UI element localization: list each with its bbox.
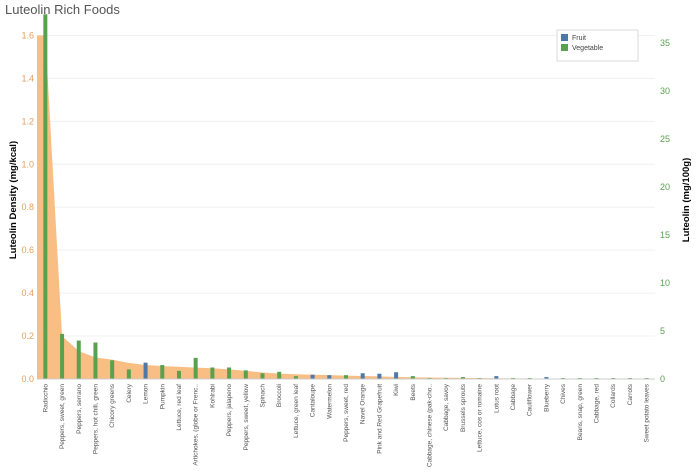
- x-tick-label: Watermelon: [326, 384, 333, 419]
- x-tick-label: Navel Orange: [360, 384, 367, 424]
- legend-box: [556, 29, 639, 62]
- left-tick-label: 0.2: [21, 331, 34, 341]
- x-tick-label: Sweet potato leaves: [644, 383, 651, 442]
- bar-8[interactable]: [176, 370, 181, 379]
- legend-label-fruit: Fruit: [572, 35, 586, 42]
- x-tick-label: Cabbage, savoy: [443, 383, 450, 431]
- x-tick-label: Lemon: [143, 384, 150, 404]
- x-tick-label: Cabbage, red: [594, 384, 601, 424]
- left-tick-label: 1.6: [21, 30, 34, 40]
- bar-5[interactable]: [126, 369, 131, 379]
- right-tick-label: 5: [660, 326, 665, 336]
- legend-label-vegetable: Vegetable: [572, 45, 603, 52]
- left-tick-label: 0.4: [21, 288, 34, 298]
- legend-swatch-fruit: [561, 34, 568, 41]
- bar-0[interactable]: [43, 14, 48, 379]
- x-tick-label: Lettuce, green leaf: [293, 384, 300, 438]
- bar-27[interactable]: [494, 376, 499, 379]
- bars: [43, 14, 649, 380]
- x-tick-label: Cabbage: [510, 384, 517, 411]
- left-tick-label: 1.2: [21, 116, 34, 126]
- right-axis-label: Luteolin (mg/100g): [681, 158, 692, 242]
- x-tick-label: Radicchio: [42, 384, 49, 413]
- x-tick-label: Chives: [560, 383, 567, 404]
- x-tick-label: Cantaloupe: [310, 384, 317, 418]
- x-tick-label: Lettuce, red leaf: [176, 384, 183, 431]
- bar-22[interactable]: [410, 376, 415, 379]
- x-tick-label: Brussels sprouts: [460, 383, 467, 432]
- bar-13[interactable]: [260, 373, 265, 379]
- bar-1[interactable]: [60, 333, 65, 379]
- x-tick-label: Pink and Red Grapefruit: [376, 384, 383, 454]
- bar-21[interactable]: [394, 372, 399, 379]
- x-tick-label: Kiwi: [393, 384, 400, 396]
- x-tick-label: Celery: [126, 383, 133, 403]
- left-tick-label: 1.0: [21, 159, 34, 169]
- x-tick-label: Peppers, sweet, yellow: [243, 384, 250, 451]
- x-tick-label: Beets: [410, 383, 417, 400]
- x-tick-label: Lotus root: [493, 384, 500, 413]
- x-tick-label: Peppers, jalapeno: [226, 384, 233, 437]
- x-tick-label: Lettuce, cos or romaine: [477, 384, 484, 452]
- chart-title: Luteolin Rich Foods: [5, 2, 120, 17]
- bar-4[interactable]: [110, 360, 115, 379]
- x-tick-label: Beans, snap, green: [577, 384, 584, 441]
- left-tick-label: 0.6: [21, 245, 34, 255]
- bar-16[interactable]: [310, 374, 315, 379]
- legend[interactable]: Fruit Vegetable: [556, 29, 639, 62]
- right-tick-label: 10: [660, 278, 670, 288]
- right-tick-label: 30: [660, 86, 670, 96]
- bar-20[interactable]: [377, 373, 382, 379]
- bar-12[interactable]: [243, 370, 248, 379]
- x-tick-label: Pumpkin: [159, 384, 166, 410]
- x-tick-label: Kohlrabi: [209, 384, 216, 408]
- bar-7[interactable]: [160, 365, 165, 379]
- bar-17[interactable]: [327, 375, 332, 379]
- bar-9[interactable]: [193, 357, 198, 379]
- bar-11[interactable]: [227, 367, 232, 379]
- x-tick-label: Cauliflower: [527, 383, 534, 416]
- bar-2[interactable]: [76, 340, 81, 379]
- gridlines: [37, 34, 655, 380]
- x-tick-label: Spinach: [259, 384, 266, 408]
- bar-25[interactable]: [460, 377, 465, 379]
- x-tick-label: Carrots: [627, 383, 634, 405]
- right-tick-label: 20: [660, 182, 670, 192]
- left-axis-label: Luteolin Density (mg/kcal): [8, 141, 19, 259]
- left-tick-label: 0.0: [21, 374, 34, 384]
- left-axis-ticks: 0.0 0.2 0.4 0.6 0.8 1.0 1.2 1.4 1.6: [21, 30, 34, 384]
- bar-3[interactable]: [93, 342, 98, 380]
- right-tick-label: 25: [660, 134, 670, 144]
- right-axis-ticks: 0 5 10 15 20 25 30 35: [660, 38, 670, 384]
- x-tick-label: Peppers, sweet, red: [343, 384, 350, 442]
- right-tick-label: 0: [660, 374, 665, 384]
- right-tick-label: 15: [660, 230, 670, 240]
- right-tick-label: 35: [660, 38, 670, 48]
- left-tick-label: 1.4: [21, 73, 34, 83]
- x-tick-label: Cabbage, chinese (pak-cho..: [427, 384, 434, 467]
- x-tick-label: Broccoli: [276, 384, 283, 407]
- bar-14[interactable]: [277, 371, 282, 379]
- x-tick-label: Chicory greens: [109, 383, 116, 427]
- bar-15[interactable]: [293, 376, 298, 379]
- x-tick-label: Blueberry: [543, 383, 550, 412]
- bar-6[interactable]: [143, 362, 148, 379]
- legend-swatch-vegetable: [561, 44, 568, 51]
- bar-19[interactable]: [360, 373, 365, 379]
- bar-10[interactable]: [210, 367, 215, 379]
- x-tick-label: Collards: [610, 383, 617, 408]
- bar-18[interactable]: [344, 375, 348, 379]
- bar-30[interactable]: [544, 377, 549, 379]
- left-tick-label: 0.8: [21, 202, 34, 212]
- x-axis-ticks: Radicchio Peppers, sweet, green Peppers, s…: [42, 383, 650, 467]
- x-tick-label: Artichokes, (globe or Frenc..: [193, 384, 200, 466]
- x-tick-label: Peppers, sweet, green: [59, 384, 66, 449]
- x-tick-label: Peppers, hot chili, green: [92, 384, 99, 454]
- x-tick-label: Peppers, serrano: [76, 384, 83, 434]
